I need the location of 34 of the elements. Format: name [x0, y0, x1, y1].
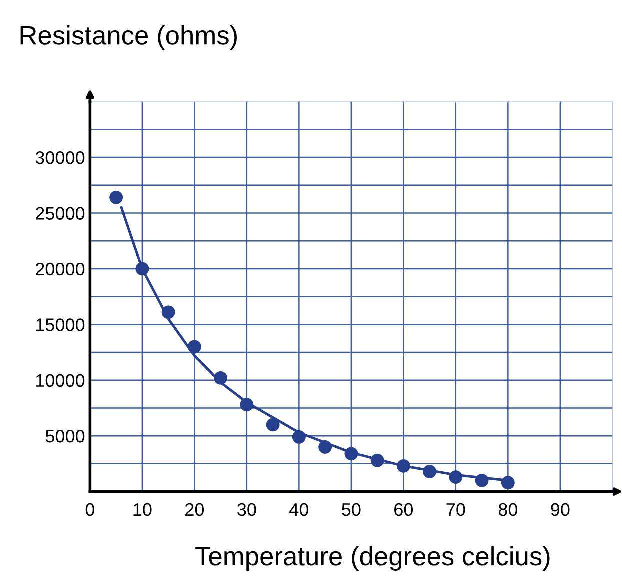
y-tick-label: 20000: [36, 262, 85, 276]
point: [501, 476, 515, 490]
x-tick-label: 20: [186, 503, 204, 516]
x-tick-label: 50: [342, 503, 361, 516]
point: [370, 454, 384, 468]
point: [423, 465, 437, 478]
point: [318, 440, 332, 454]
point: [266, 418, 280, 432]
x-tick-label: 30: [238, 503, 256, 516]
y-tick-label: 30000: [36, 151, 85, 164]
point: [475, 474, 489, 488]
y-tick-label: 5000: [46, 430, 85, 443]
x-tick-label: 60: [394, 503, 414, 516]
x-tick-label: 10: [134, 503, 152, 516]
point: [240, 398, 254, 412]
point: [110, 190, 124, 204]
point: [214, 371, 228, 385]
y-axis-title: Resistance (ohms): [20, 26, 237, 50]
x-tick-label: 40: [290, 503, 309, 516]
x-tick-label: 80: [498, 503, 518, 516]
x-tick-label: 70: [446, 503, 466, 516]
y-tick-label: 15000: [36, 318, 85, 332]
point: [136, 262, 150, 276]
y-tick-label: 10000: [36, 374, 85, 388]
x-tick-label: 0: [86, 503, 95, 516]
y-tick-label: 25000: [36, 207, 85, 220]
point: [449, 470, 463, 484]
point: [396, 459, 410, 473]
point: [292, 430, 306, 444]
x-axis-title: Temperature (degrees celcius): [196, 546, 550, 572]
point: [188, 340, 202, 354]
point: [344, 447, 358, 461]
x-tick-label: 90: [551, 503, 570, 516]
point: [162, 306, 176, 320]
